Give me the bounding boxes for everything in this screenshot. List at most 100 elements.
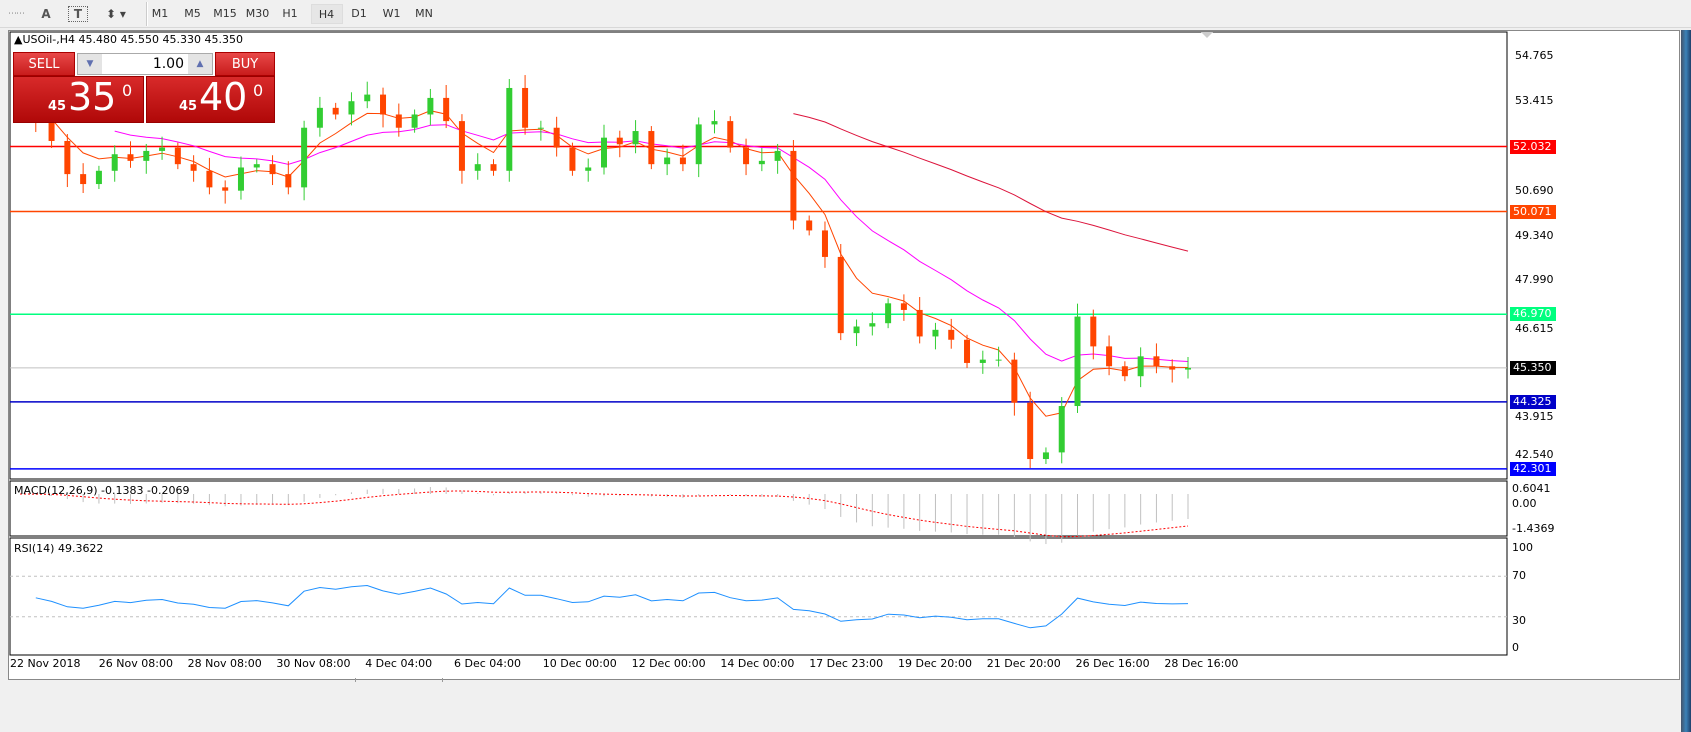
macd-scale-zero: 0.00 [1512,497,1537,510]
rsi-scale-30: 30 [1512,614,1526,627]
candle-body [285,174,292,188]
time-axis-label: 30 Nov 08:00 [276,657,351,670]
candle-body [664,157,671,165]
candle-body [537,127,544,129]
volume-increase-button[interactable]: ▲ [188,54,212,74]
chart-tab-strip[interactable] [355,678,443,682]
buy-price-button[interactable]: 45 40 0 [146,75,275,123]
price-level-tag: 44.325 [1510,394,1556,409]
time-axis-label: 12 Dec 00:00 [631,657,706,670]
timeframe-w1[interactable]: W1 [382,7,401,20]
candle-body [1121,366,1128,377]
candle-body [948,329,955,340]
candle-body [869,323,876,327]
candle-body [1169,366,1176,370]
macd-scale-max: 0.6041 [1512,482,1551,495]
candle-body [411,114,418,128]
candle-body [237,167,244,191]
rsi-frame [9,537,1508,656]
candle-body [64,140,71,175]
collapse-triangle-icon[interactable]: ▲ [14,33,23,46]
time-axis-label: 17 Dec 23:00 [809,657,884,670]
candle-body [301,127,308,188]
time-axis-label: 28 Dec 16:00 [1164,657,1239,670]
candle-body [853,326,860,334]
macd-frame [9,480,1508,537]
timeframe-m5[interactable]: M5 [184,7,201,20]
time-axis-label: 4 Dec 04:00 [365,657,433,670]
candle-body [332,107,339,115]
candle-body [569,147,576,171]
price-scale-label: 49.340 [1515,228,1554,242]
candle-body [474,164,481,171]
candle-body [1074,316,1081,407]
time-axis-label: 6 Dec 04:00 [454,657,521,670]
price-scale-label: 53.415 [1515,93,1554,107]
timeframe-mn[interactable]: MN [415,7,433,20]
toolbar: ⋯⋯ A T ⬍ ▾ M1 M5 M15 M30 H1 H4 D1 W1 MN [0,0,1691,28]
price-scale-label: 43.915 [1515,409,1554,423]
candle-body [885,303,892,324]
buy-price-large: 40 [199,75,248,119]
time-axis-label: 21 Dec 20:00 [986,657,1061,670]
candle-body [648,131,655,165]
candle-body [253,164,260,168]
rsi-scale-100: 100 [1512,541,1533,554]
time-axis-label: 19 Dec 20:00 [898,657,972,670]
price-scale-label: 46.615 [1515,322,1554,336]
price-level-tag: 52.032 [1510,139,1556,154]
candle-body [900,303,907,310]
candle-body [1153,356,1160,367]
candle-body [111,154,118,171]
candle-body [364,94,371,102]
sell-price-button[interactable]: 45 35 0 [13,75,144,123]
arrows-icon[interactable]: ⬍ ▾ [106,7,126,21]
candle-body [1137,356,1144,377]
candle-body [616,137,623,145]
time-axis-label: 26 Nov 08:00 [98,657,173,670]
candle-body [964,339,971,363]
candle-body [522,87,529,128]
candle-body [206,170,213,188]
candle-body [821,230,828,257]
time-axis-label: 14 Dec 00:00 [720,657,795,670]
timeframe-m30[interactable]: M30 [245,7,270,20]
candle-body [995,359,1002,361]
volume-input[interactable]: 1.00 [152,56,184,72]
candle-body [174,147,181,165]
candle-body [743,147,750,165]
sell-button[interactable]: SELL [13,52,75,76]
candle-body [95,170,102,185]
time-axis-label: 28 Nov 08:00 [187,657,262,670]
timeframe-h4[interactable]: H4 [310,4,343,24]
text-icon[interactable]: A [41,7,51,21]
timeframe-m15[interactable]: M15 [213,7,237,20]
timeframe-m1[interactable]: M1 [151,7,169,20]
buy-price-pip: 0 [253,81,264,100]
time-axis-label: 22 Nov 2018 [10,657,81,670]
candle-body [553,127,560,148]
buy-button[interactable]: BUY [215,52,275,76]
main-chart-frame [9,31,1508,480]
timeframe-h1[interactable]: H1 [282,7,298,20]
candle-body [458,121,465,171]
text-label-icon[interactable]: T [68,6,88,22]
macd-scale-min: -1.4369 [1512,522,1555,535]
candle-body [190,164,197,171]
shift-marker-icon [1201,32,1213,38]
candle-body [1090,316,1097,347]
candle-body [316,107,323,128]
macd-label: MACD(12,26,9) -0.1383 -0.2069 [14,484,190,497]
volume-decrease-button[interactable]: ▼ [78,54,102,74]
timeframe-d1[interactable]: D1 [351,7,367,20]
candle-body [695,124,702,165]
rsi-scale-70: 70 [1512,569,1526,582]
period-separator-icon[interactable]: ⋯⋯ [8,9,25,19]
candle-body [679,157,686,165]
chart-window[interactable] [8,30,1680,680]
candle-body [269,164,276,175]
candle-body [837,256,844,334]
candle-body [222,187,229,191]
rsi-label: RSI(14) 49.3622 [14,542,104,555]
